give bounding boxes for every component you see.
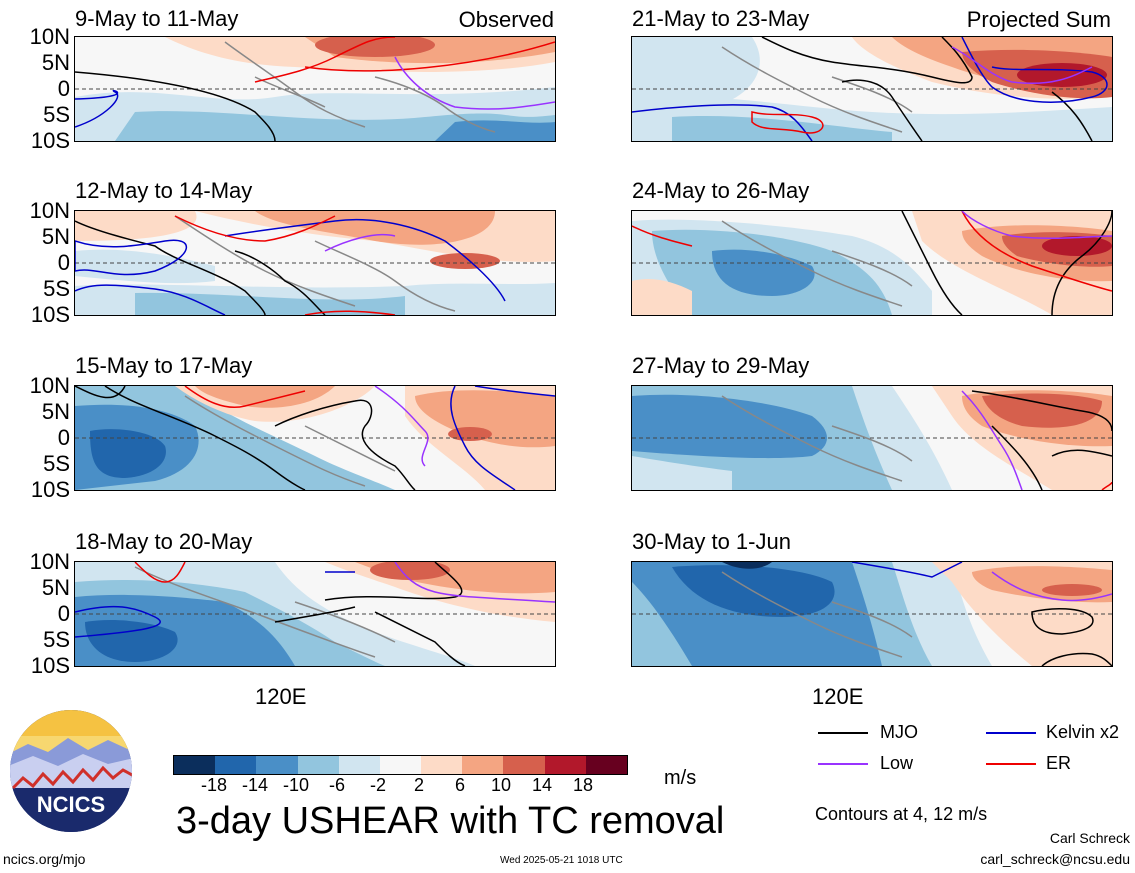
colorbar-segment [297, 756, 340, 774]
y-tick-label: 5N [41, 399, 70, 424]
panel-tag: Projected Sum [966, 7, 1111, 32]
legend-label-er: ER [1046, 753, 1072, 773]
x-tick-label: 120E [255, 684, 307, 709]
y-tick-label: 0 [57, 76, 70, 101]
map-panel [74, 561, 556, 667]
legend-swatch-er [986, 763, 1036, 765]
footer-url: ncics.org/mjo [3, 851, 86, 867]
colorbar-tick: -18 [200, 775, 227, 795]
footer-author: Carl Schreck [1049, 830, 1130, 846]
legend-label-mjo: MJO [880, 722, 918, 742]
footer-timestamp: Wed 2025-05-21 1018 UTC [500, 855, 623, 866]
y-tick-label: 5S [43, 451, 70, 476]
legend-swatch-kelvin [986, 732, 1036, 734]
colorbar-unit: m/s [664, 767, 697, 789]
panel-title: 24-May to 26-May [632, 178, 810, 203]
y-tick-label: 5N [41, 575, 70, 600]
panel-tag: Observed [458, 7, 554, 32]
logo-text: NCICS [37, 792, 105, 817]
colorbar-tick: -6 [328, 775, 345, 795]
map-panel [74, 385, 556, 491]
map-panel [631, 210, 1113, 316]
colorbar-segment [585, 756, 628, 774]
contours-note: Contours at 4, 12 m/s [815, 804, 988, 824]
map-panel [631, 36, 1113, 142]
colorbar-segment [421, 756, 463, 774]
colorbar-segment [338, 756, 381, 774]
x-tick-label: 120E [812, 684, 864, 709]
colorbar-tick: -2 [369, 775, 386, 795]
y-tick-label: 5N [41, 224, 70, 249]
legend-swatch-low [818, 763, 868, 765]
map-panel [631, 385, 1113, 491]
y-tick-label: 10N [29, 549, 70, 574]
panel-title: 21-May to 23-May [632, 6, 810, 31]
colorbar-segment [462, 756, 504, 774]
panel-title: 27-May to 29-May [632, 353, 810, 378]
colorbar-segment [256, 756, 299, 774]
colorbar-ticks: -18 -14 -10 -6 -2 2 6 10 14 18 [173, 776, 626, 796]
colorbar-tick: 6 [454, 775, 465, 795]
colorbar-tick: 2 [413, 775, 424, 795]
panel-title: 12-May to 14-May [75, 178, 253, 203]
y-tick-label: 10S [30, 477, 70, 502]
y-tick-label: 10S [30, 653, 70, 678]
map-panel [74, 36, 556, 142]
panel-title: 30-May to 1-Jun [632, 529, 791, 554]
y-tick-label: 0 [57, 425, 70, 450]
y-tick-label: 10N [29, 373, 70, 398]
y-tick-label: 5N [41, 50, 70, 75]
colorbar-segment [215, 756, 257, 774]
y-tick-label: 0 [57, 601, 70, 626]
colorbar-segment [544, 756, 587, 774]
colorbar-tick: 14 [531, 775, 553, 795]
legend-label-low: Low [880, 753, 914, 773]
colorbar-segment [174, 756, 216, 774]
colorbar [173, 755, 628, 775]
y-tick-label: 10S [30, 128, 70, 153]
y-tick-label: 5S [43, 627, 70, 652]
colorbar-segment [503, 756, 546, 774]
legend-label-kelvin: Kelvin x2 [1046, 722, 1120, 742]
y-tick-label: 10S [30, 302, 70, 327]
colorbar-tick: 10 [490, 775, 512, 795]
y-tick-label: 5S [43, 276, 70, 301]
panel-title: 9-May to 11-May [75, 6, 239, 31]
legend-swatch-mjo [818, 732, 868, 734]
footer-email: carl_schreck@ncsu.edu [980, 851, 1130, 867]
colorbar-segment [379, 756, 422, 774]
main-title: 3-day USHEAR with TC removal [176, 800, 725, 842]
colorbar-tick: 18 [572, 775, 594, 795]
map-panel [74, 210, 556, 316]
ncics-logo: NCICS [8, 708, 134, 834]
y-tick-label: 10N [29, 24, 70, 49]
y-tick-label: 5S [43, 102, 70, 127]
y-tick-label: 0 [57, 250, 70, 275]
colorbar-tick: -14 [241, 775, 268, 795]
y-tick-label: 10N [29, 198, 70, 223]
map-panel [631, 561, 1113, 667]
panel-title: 15-May to 17-May [75, 353, 253, 378]
colorbar-tick: -10 [282, 775, 309, 795]
panel-title: 18-May to 20-May [75, 529, 253, 554]
